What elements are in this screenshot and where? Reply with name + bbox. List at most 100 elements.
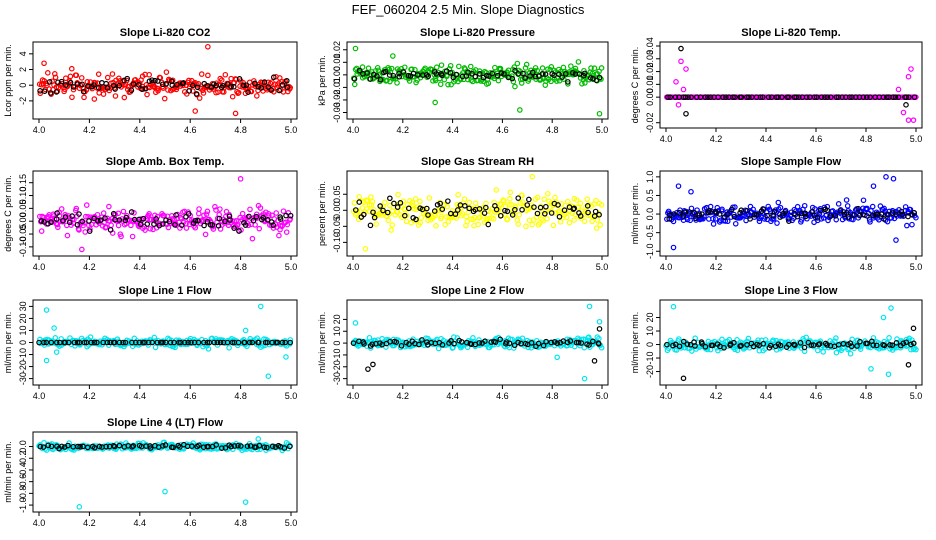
data-point — [869, 203, 876, 210]
data-point — [48, 443, 55, 450]
y-tick-label: -0.03 — [332, 102, 342, 123]
data-point — [194, 84, 201, 91]
data-point — [584, 196, 590, 203]
y-tick-label: 0.02 — [332, 41, 342, 59]
x-tick-label: 4.6 — [496, 125, 509, 135]
data-point — [543, 203, 549, 210]
data-point — [507, 196, 513, 202]
data-point — [69, 213, 75, 219]
data-point — [390, 72, 397, 79]
data-point — [391, 200, 397, 207]
data-point — [91, 82, 97, 88]
data-point — [791, 210, 797, 217]
data-point — [570, 206, 577, 212]
data-point — [542, 71, 549, 77]
data-point — [519, 206, 525, 213]
y-tick-label: -0.8 — [18, 486, 28, 502]
data-point — [382, 68, 389, 75]
data-point — [112, 93, 119, 99]
data-point — [350, 340, 357, 346]
data-point — [198, 218, 205, 224]
data-point — [673, 347, 680, 353]
y-tick-label: 0.01 — [645, 76, 655, 94]
data-point — [775, 199, 782, 206]
data-point — [397, 200, 404, 206]
data-point — [786, 341, 792, 348]
data-point — [445, 218, 452, 225]
data-point — [458, 339, 465, 345]
x-tick-label: 4.6 — [810, 391, 823, 401]
data-point — [360, 211, 367, 218]
x-tick-label: 5.0 — [285, 518, 298, 528]
data-point — [420, 339, 427, 346]
data-point — [562, 71, 569, 77]
data-point — [284, 84, 291, 90]
data-point — [684, 341, 691, 347]
data-point — [512, 206, 518, 213]
data-point — [255, 339, 262, 346]
data-point — [724, 218, 731, 225]
panel-1: Slope Li-820 CO2 4.0 4.2 4.4 4.6 4.8 5.0 -2 0 2 4L… — [3, 27, 298, 135]
data-point — [277, 216, 284, 222]
y-axis-label: percent per min. — [317, 181, 327, 246]
data-point — [886, 335, 892, 341]
data-point — [493, 187, 500, 193]
data-point — [80, 88, 87, 95]
data-point — [144, 91, 150, 98]
data-point — [227, 217, 233, 223]
data-point — [66, 219, 73, 226]
data-point — [211, 339, 218, 346]
data-point — [732, 94, 738, 100]
data-point — [403, 218, 410, 225]
data-point — [76, 504, 83, 510]
data-point — [670, 342, 676, 349]
panel-title: Slope Li-820 CO2 — [120, 27, 210, 39]
data-point — [571, 205, 577, 212]
data-point — [511, 64, 518, 70]
data-point — [257, 205, 264, 211]
data-point — [235, 89, 242, 96]
data-point — [100, 210, 107, 216]
data-point — [356, 193, 362, 200]
data-point — [822, 94, 828, 100]
data-point — [678, 58, 684, 65]
data-point — [571, 217, 577, 223]
panel-title: Slope Gas Stream RH — [421, 156, 534, 168]
x-tick-label: 5.0 — [910, 391, 923, 401]
data-point — [37, 443, 44, 450]
data-point — [396, 73, 403, 80]
data-point — [905, 117, 912, 123]
data-point — [69, 94, 75, 101]
data-point — [586, 342, 592, 348]
data-point — [721, 344, 727, 351]
data-point — [693, 94, 700, 100]
y-tick-label: -0.6 — [18, 474, 28, 490]
data-point — [81, 339, 88, 346]
data-point — [678, 45, 684, 52]
data-point — [129, 233, 136, 240]
data-point — [895, 86, 902, 93]
data-point — [118, 233, 124, 240]
x-tick-label: 4.6 — [810, 134, 823, 144]
data-point — [467, 63, 474, 70]
data-point — [67, 73, 74, 80]
y-tick-label: -10 — [332, 348, 342, 361]
data-point — [116, 442, 123, 449]
data-point — [464, 218, 471, 225]
data-point — [374, 64, 381, 71]
data-point — [814, 347, 821, 354]
x-tick-label: 4.6 — [496, 262, 509, 272]
data-point — [534, 210, 541, 217]
plot-frame — [346, 170, 609, 257]
y-tick-label: 0.5 — [645, 189, 655, 202]
data-point — [365, 366, 371, 372]
data-point — [54, 210, 60, 216]
data-point — [123, 214, 130, 221]
data-point — [500, 197, 506, 203]
data-point — [596, 74, 603, 81]
data-point — [214, 339, 221, 346]
data-point — [824, 342, 830, 348]
data-point — [123, 220, 129, 227]
data-point — [394, 80, 400, 86]
data-point — [196, 442, 202, 449]
